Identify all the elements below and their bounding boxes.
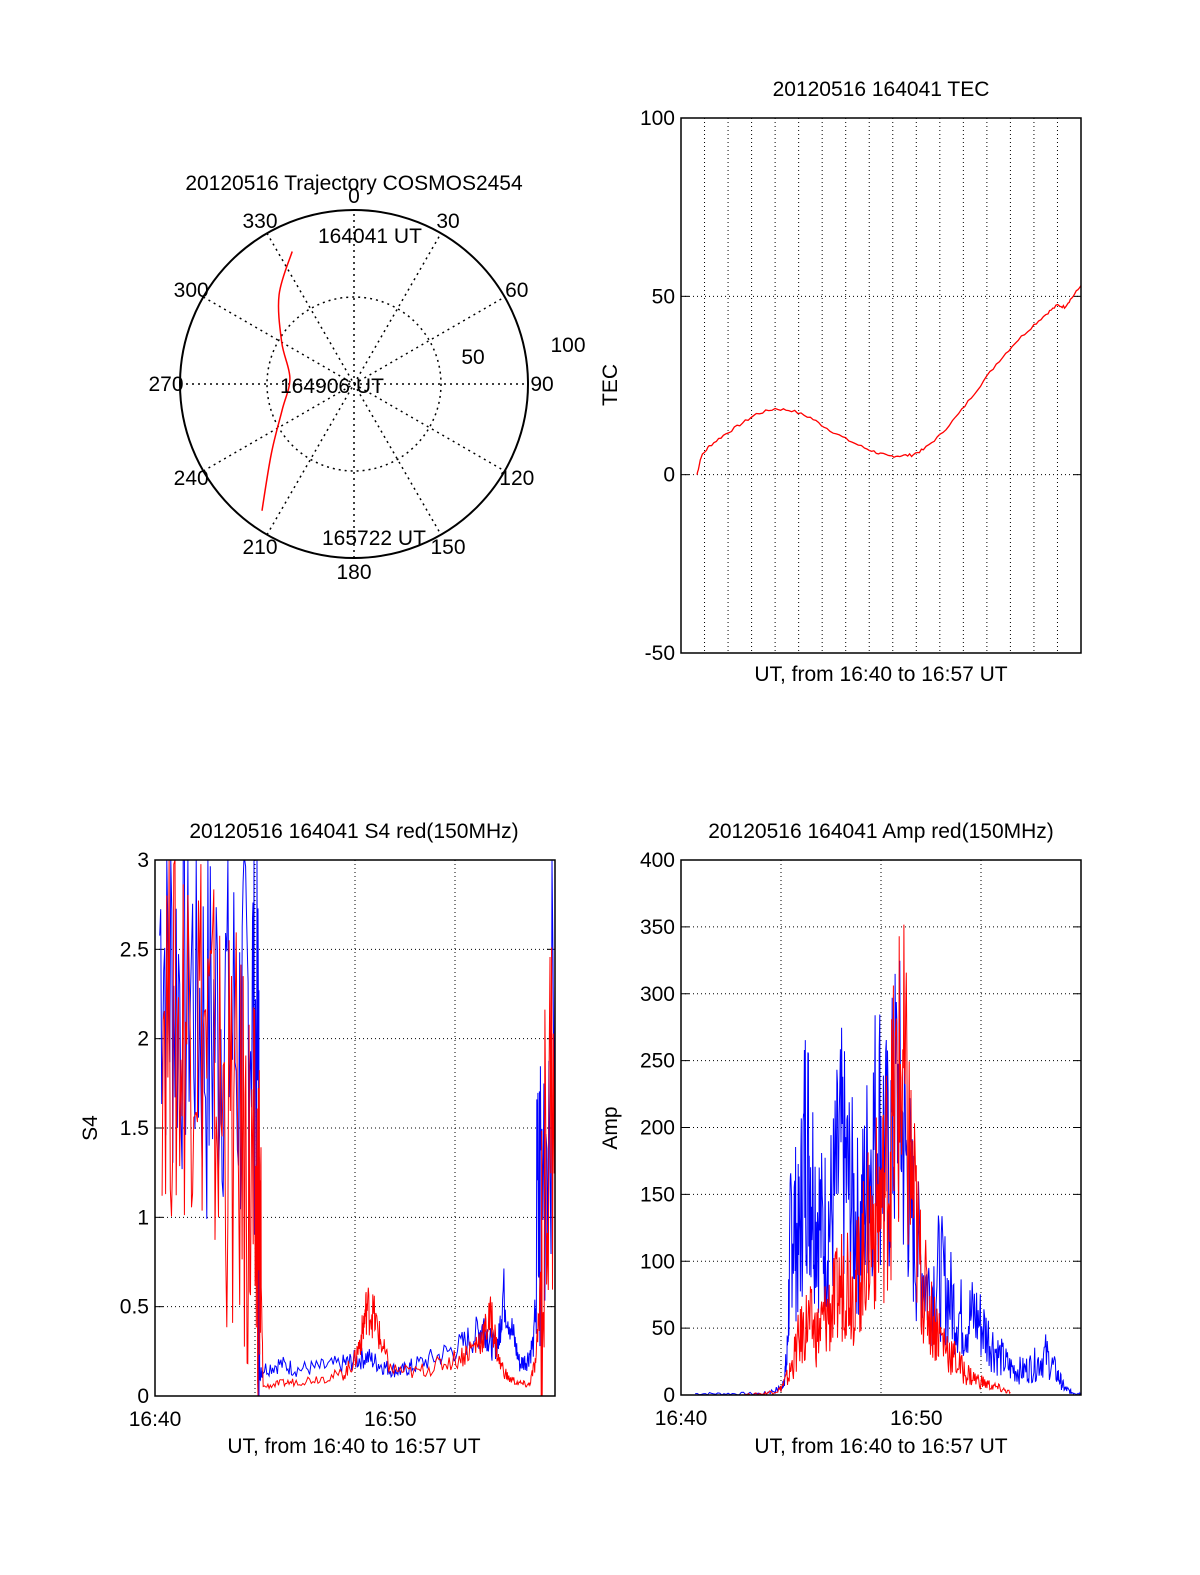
polar-angle-labels: 0 30 60 90 120 150 180 210 240 270 300 330 bbox=[148, 185, 553, 584]
polar-angle-label: 300 bbox=[174, 279, 209, 302]
amp-red-series bbox=[739, 924, 1011, 1396]
s4-red-series bbox=[161, 859, 556, 1397]
y-tick-label: 1.5 bbox=[120, 1117, 149, 1140]
s4-title: 20120516 164041 S4 red(150MHz) bbox=[189, 820, 518, 843]
y-tick-label: 300 bbox=[640, 983, 675, 1006]
y-tick-label: 1 bbox=[137, 1206, 149, 1229]
polar-angle-label: 60 bbox=[505, 279, 528, 302]
s4-x-label: UT, from 16:40 to 16:57 UT bbox=[227, 1435, 480, 1458]
polar-angle-label: 30 bbox=[436, 210, 459, 233]
polar-spokes bbox=[180, 210, 528, 558]
tec-grid bbox=[681, 118, 1081, 653]
panel-amp: 20120516 164041 Amp red(150MHz) 0 50 100 15… bbox=[599, 820, 1082, 1458]
tec-y-label: TEC bbox=[599, 364, 622, 406]
panel-tec: 20120516 164041 TEC -50 0 50 100 TEC UT, fr… bbox=[599, 78, 1082, 686]
polar-trajectory-line bbox=[261, 251, 293, 511]
y-tick-label: 0.5 bbox=[120, 1296, 149, 1319]
polar-radial-label-100: 100 bbox=[550, 334, 585, 357]
polar-angle-label: 180 bbox=[336, 561, 371, 584]
y-tick-label: 100 bbox=[640, 1250, 675, 1273]
y-tick-label: -50 bbox=[645, 642, 675, 665]
polar-inner-circle bbox=[266, 296, 442, 472]
polar-angle-label: 150 bbox=[430, 536, 465, 559]
y-tick-label: 200 bbox=[640, 1117, 675, 1140]
y-tick-label: 2.5 bbox=[120, 938, 149, 961]
polar-radial-label-50: 50 bbox=[461, 346, 484, 369]
amp-x-label: UT, from 16:40 to 16:57 UT bbox=[754, 1435, 1007, 1458]
polar-spoke bbox=[266, 232, 442, 536]
polar-angle-label: 240 bbox=[174, 467, 209, 490]
y-tick-label: 250 bbox=[640, 1050, 675, 1073]
tec-y-ticks: -50 0 50 100 bbox=[640, 107, 1081, 665]
polar-angle-label: 270 bbox=[148, 373, 183, 396]
tec-title: 20120516 164041 TEC bbox=[773, 78, 990, 101]
y-tick-label: 3 bbox=[137, 849, 149, 872]
panel-s4: 20120516 164041 S4 red(150MHz) 0 0.5 1 1.5 2… bbox=[79, 820, 556, 1458]
s4-y-label: S4 bbox=[79, 1115, 102, 1141]
x-tick-label: 16:40 bbox=[655, 1407, 708, 1430]
y-tick-label: 400 bbox=[640, 849, 675, 872]
polar-angle-label: 0 bbox=[348, 185, 360, 208]
amp-blue-series bbox=[695, 960, 1082, 1396]
tec-series-line bbox=[696, 285, 1082, 475]
y-tick-label: 0 bbox=[663, 464, 675, 487]
polar-annotation-end: 165722 UT bbox=[322, 527, 426, 550]
y-tick-label: 150 bbox=[640, 1183, 675, 1206]
y-tick-label: 50 bbox=[652, 1317, 675, 1340]
amp-ticks: 0 50 100 150 200 250 300 350 400 16:40 16:50 bbox=[640, 849, 1081, 1430]
y-tick-label: 100 bbox=[640, 107, 675, 130]
polar-angle-label: 210 bbox=[242, 536, 277, 559]
polar-angle-label: 330 bbox=[242, 210, 277, 233]
polar-title: 20120516 Trajectory COSMOS2454 bbox=[185, 172, 523, 195]
s4-ticks: 0 0.5 1 1.5 2 2.5 3 16:40 16:50 bbox=[120, 849, 555, 1431]
panel-polar: 20120516 Trajectory COSMOS2454 0 30 60 90 12… bbox=[148, 172, 585, 584]
y-tick-label: 350 bbox=[640, 916, 675, 939]
y-tick-label: 2 bbox=[137, 1028, 149, 1051]
s4-blue-series bbox=[159, 859, 556, 1397]
x-tick-label: 16:40 bbox=[129, 1408, 182, 1431]
y-tick-label: 50 bbox=[652, 285, 675, 308]
amp-y-label: Amp bbox=[599, 1106, 622, 1149]
tec-x-label: UT, from 16:40 to 16:57 UT bbox=[754, 663, 1007, 686]
y-tick-label: 0 bbox=[137, 1385, 149, 1408]
tec-frame bbox=[680, 117, 1082, 654]
x-tick-label: 16:50 bbox=[890, 1407, 943, 1430]
s4-frame bbox=[154, 859, 556, 1397]
polar-angle-label: 120 bbox=[499, 467, 534, 490]
polar-annotation-mid: 164906 UT bbox=[280, 375, 384, 398]
x-tick-label: 16:50 bbox=[364, 1408, 417, 1431]
polar-angle-label: 90 bbox=[530, 373, 553, 396]
amp-frame bbox=[680, 859, 1082, 1396]
y-tick-label: 0 bbox=[663, 1384, 675, 1407]
polar-annotation-start: 164041 UT bbox=[318, 225, 422, 248]
amp-title: 20120516 164041 Amp red(150MHz) bbox=[708, 820, 1054, 843]
